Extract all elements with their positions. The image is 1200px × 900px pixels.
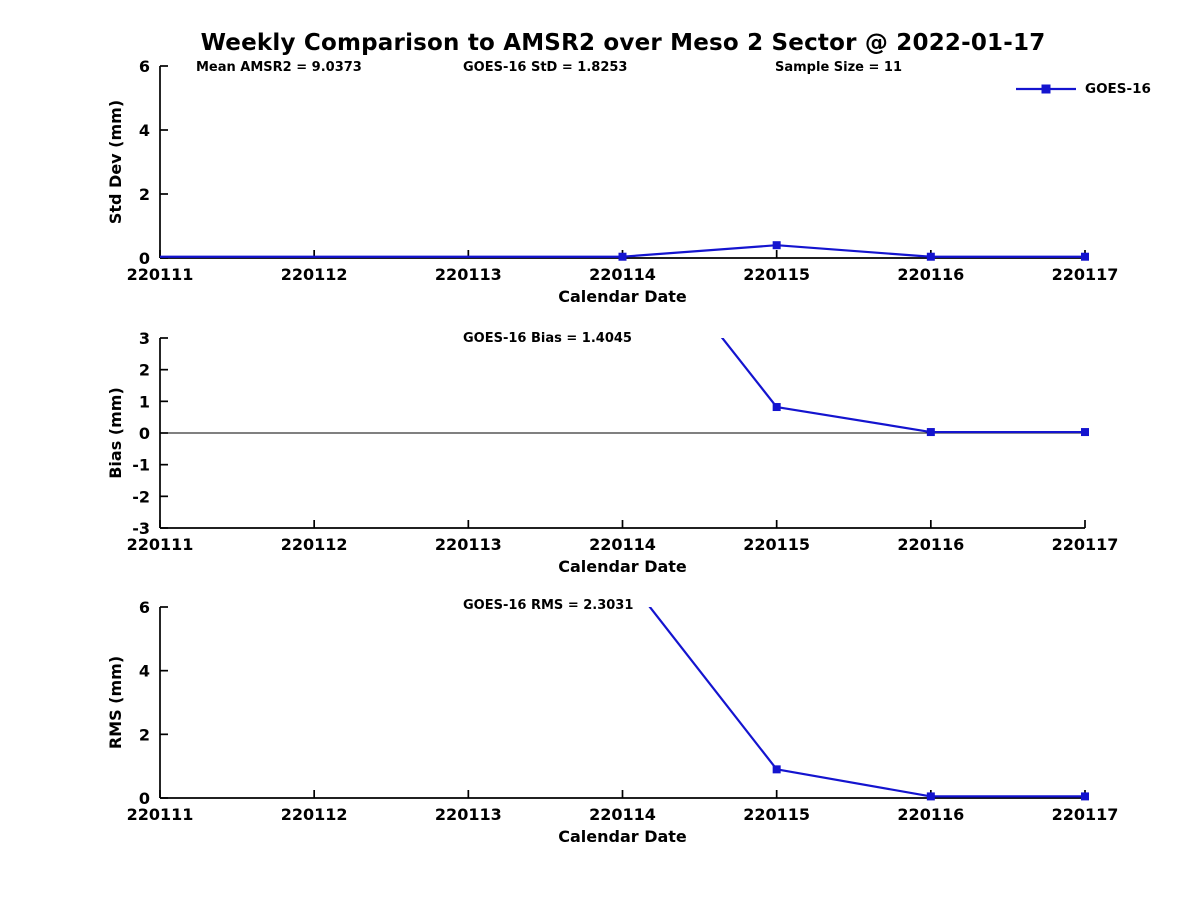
y-tick-label: 6 <box>139 57 150 76</box>
bias-annotation: GOES-16 Bias = 1.4045 <box>463 331 632 346</box>
x-tick-label: 220116 <box>897 535 964 554</box>
x-tick-label: 220111 <box>127 535 194 554</box>
y-tick-label: 2 <box>139 725 150 744</box>
x-axis-label: Calendar Date <box>558 557 687 576</box>
rms-annotation: GOES-16 RMS = 2.3031 <box>463 598 634 613</box>
x-tick-label: 220111 <box>127 265 194 284</box>
x-tick-label: 220114 <box>589 805 656 824</box>
series-line <box>720 338 1085 434</box>
legend-label: GOES-16 <box>1085 81 1151 97</box>
y-tick-label: -1 <box>132 456 150 475</box>
x-tick-label: 220113 <box>435 265 502 284</box>
x-tick-label: 220113 <box>435 535 502 554</box>
data-point-marker <box>926 792 935 801</box>
legend-square-marker-icon <box>1041 84 1051 94</box>
series-group <box>160 241 1089 261</box>
data-point-marker <box>1081 252 1089 261</box>
y-tick-label: 4 <box>139 121 150 140</box>
x-tick-label: 220115 <box>743 265 810 284</box>
x-axis-label: Calendar Date <box>558 827 687 846</box>
y-tick-label: 3 <box>139 329 150 348</box>
data-point-marker <box>618 252 627 261</box>
x-tick-label: 220116 <box>897 805 964 824</box>
y-tick-label: 0 <box>139 424 150 443</box>
data-point-marker <box>1081 428 1089 437</box>
legend-line-sample <box>1016 84 1076 94</box>
x-tick-label: 220116 <box>897 265 964 284</box>
data-point-marker <box>1081 792 1089 801</box>
data-point-marker <box>772 403 781 412</box>
x-tick-label: 220111 <box>127 805 194 824</box>
y-axis-label: Bias (mm) <box>106 387 125 479</box>
y-tick-label: -3 <box>132 519 150 538</box>
x-axis-label: Calendar Date <box>558 287 687 306</box>
x-tick-label: 220112 <box>281 265 348 284</box>
y-tick-label: 2 <box>139 361 150 380</box>
x-tick-label: 220115 <box>743 535 810 554</box>
figure-title: Weekly Comparison to AMSR2 over Meso 2 S… <box>200 30 1046 56</box>
x-tick-label: 220113 <box>435 805 502 824</box>
x-tick-label: 220117 <box>1052 535 1119 554</box>
x-tick-label: 220117 <box>1052 805 1119 824</box>
y-tick-label: 4 <box>139 662 150 681</box>
x-tick-label: 220114 <box>589 535 656 554</box>
y-tick-label: 2 <box>139 185 150 204</box>
y-axis-label: Std Dev (mm) <box>106 100 125 224</box>
stat-mean-amsr2: Mean AMSR2 = 9.0373 <box>196 60 362 75</box>
y-tick-label: 1 <box>139 392 150 411</box>
y-axis-label: RMS (mm) <box>106 656 125 749</box>
stat-goes16-std: GOES-16 StD = 1.8253 <box>463 60 628 75</box>
legend: GOES-16 <box>1014 81 1151 97</box>
y-tick-label: -2 <box>132 487 150 506</box>
x-tick-label: 220112 <box>281 805 348 824</box>
x-tick-label: 220115 <box>743 805 810 824</box>
x-tick-label: 220117 <box>1052 265 1119 284</box>
data-point-marker <box>619 207 627 215</box>
y-tick-label: 0 <box>139 249 150 268</box>
series-line <box>648 607 1085 798</box>
data-point-marker <box>772 765 781 774</box>
y-tick-label: 0 <box>139 789 150 808</box>
stat-sample-size: Sample Size = 11 <box>775 60 903 75</box>
series-group <box>648 607 1089 801</box>
data-point-marker <box>926 252 935 261</box>
x-tick-label: 220112 <box>281 535 348 554</box>
data-point-marker <box>926 428 935 437</box>
data-point-marker <box>772 241 781 250</box>
series-group <box>619 207 1089 437</box>
y-tick-label: 6 <box>139 598 150 617</box>
x-tick-label: 220114 <box>589 265 656 284</box>
